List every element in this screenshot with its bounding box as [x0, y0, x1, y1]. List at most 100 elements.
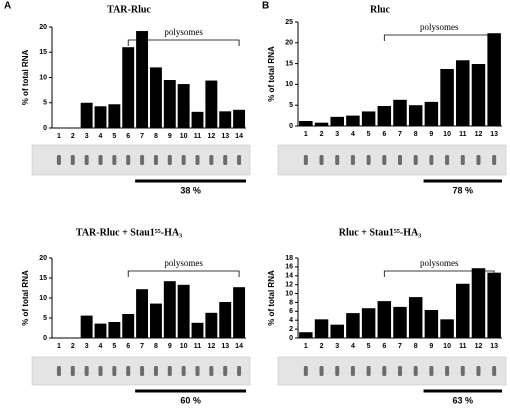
x-tick-label: 6	[126, 343, 130, 350]
y-tick-label: 10	[285, 290, 293, 297]
blot-spot	[476, 155, 481, 165]
bar	[471, 268, 486, 338]
percent-label: 78 %	[453, 185, 474, 195]
blot-spot	[70, 366, 75, 376]
bar	[346, 313, 360, 338]
blot-spot	[98, 366, 103, 376]
bar	[80, 102, 93, 128]
x-tick-label: 4	[351, 131, 355, 138]
bar	[408, 297, 423, 338]
bar	[191, 111, 204, 128]
blot-spot	[126, 155, 131, 165]
x-tick-label: 1	[304, 343, 308, 350]
x-tick-label: 4	[351, 343, 355, 350]
y-tick-label: 5	[289, 102, 293, 109]
blot-spot	[84, 155, 89, 165]
bar	[108, 322, 121, 338]
bar	[361, 308, 376, 338]
x-tick-label: 5	[367, 343, 371, 350]
x-tick-label: 9	[168, 133, 172, 140]
y-tick-label: 2	[289, 326, 293, 333]
bar	[408, 105, 423, 126]
polysome-bracket	[127, 270, 240, 277]
bar	[377, 106, 392, 126]
y-tick-label: 8	[289, 299, 293, 306]
x-tick-label: 2	[320, 343, 324, 350]
blot-spot	[56, 155, 61, 165]
bar	[149, 67, 162, 128]
y-tick-label: 20	[39, 255, 47, 262]
y-axis-label: % of total RNA	[21, 270, 30, 326]
polysome-label: polysomes	[420, 258, 459, 268]
x-tick-label: 11	[459, 131, 467, 138]
x-tick-label: 3	[85, 133, 89, 140]
bar	[177, 84, 190, 128]
blot-spot	[319, 366, 324, 376]
blot-spot	[429, 155, 434, 165]
bar	[361, 111, 376, 126]
blot-spot	[413, 155, 418, 165]
blot-spot	[460, 155, 465, 165]
x-tick-label: 13	[490, 343, 498, 350]
x-tick-label: 11	[194, 343, 202, 350]
y-tick-label: 20	[285, 40, 293, 47]
blot-spot	[98, 155, 103, 165]
x-tick-label: 6	[382, 131, 386, 138]
x-tick-label: 8	[414, 131, 418, 138]
blot-spot	[319, 155, 324, 165]
percent-label: 60 %	[180, 395, 201, 405]
blot-spot	[223, 155, 228, 165]
blot-spot	[70, 155, 75, 165]
x-tick-label: 8	[414, 343, 418, 350]
blot-spot	[382, 155, 387, 165]
x-tick-label: 4	[99, 343, 103, 350]
bar	[314, 122, 329, 126]
y-tick-label: 12	[285, 282, 293, 289]
blot-spot	[350, 155, 355, 165]
bar	[149, 303, 162, 338]
x-tick-label: 10	[443, 343, 451, 350]
bar	[424, 101, 439, 126]
bar	[314, 319, 329, 338]
fraction-bar	[423, 389, 502, 393]
blot-spot	[398, 155, 402, 165]
blot-spot	[112, 155, 117, 165]
polysome-bracket	[383, 34, 495, 41]
x-tick-label: 5	[112, 133, 116, 140]
y-tick-label: 0	[43, 335, 47, 342]
bar	[233, 109, 246, 128]
y-tick-label: 10	[285, 81, 293, 88]
x-tick-label: 6	[126, 133, 130, 140]
chart-title: Rluc	[370, 4, 391, 15]
x-tick-label: 14	[235, 133, 243, 140]
x-tick-label: 7	[140, 343, 144, 350]
bar	[80, 315, 93, 338]
x-tick-label: 4	[99, 133, 103, 140]
bar	[393, 306, 407, 338]
y-axis-label: % of total RNA	[267, 270, 276, 326]
blot-spot	[350, 366, 355, 376]
bar	[487, 272, 501, 338]
x-tick-label: 5	[112, 343, 116, 350]
y-tick-label: 20	[39, 24, 47, 31]
x-tick-label: 10	[180, 133, 188, 140]
bar	[219, 111, 232, 128]
y-tick-label: 16	[285, 264, 293, 271]
panel-label: B	[262, 1, 269, 12]
blot-spot	[335, 366, 340, 376]
bar	[163, 281, 176, 338]
y-tick-label: 5	[43, 315, 47, 322]
x-tick-label: 1	[57, 133, 61, 140]
y-tick-label: 10	[39, 295, 47, 302]
x-tick-label: 8	[154, 133, 158, 140]
x-tick-label: 11	[459, 343, 467, 350]
y-tick-label: 0	[43, 125, 47, 132]
polysome-bracket	[127, 39, 240, 46]
x-tick-label: 9	[429, 343, 433, 350]
y-tick-label: 10	[39, 74, 47, 81]
fraction-bar	[135, 389, 246, 393]
blot-spot	[181, 155, 186, 165]
blot-spot	[429, 366, 434, 376]
chart-title: TAR-Rluc	[107, 4, 151, 15]
blot-spot	[382, 366, 387, 376]
